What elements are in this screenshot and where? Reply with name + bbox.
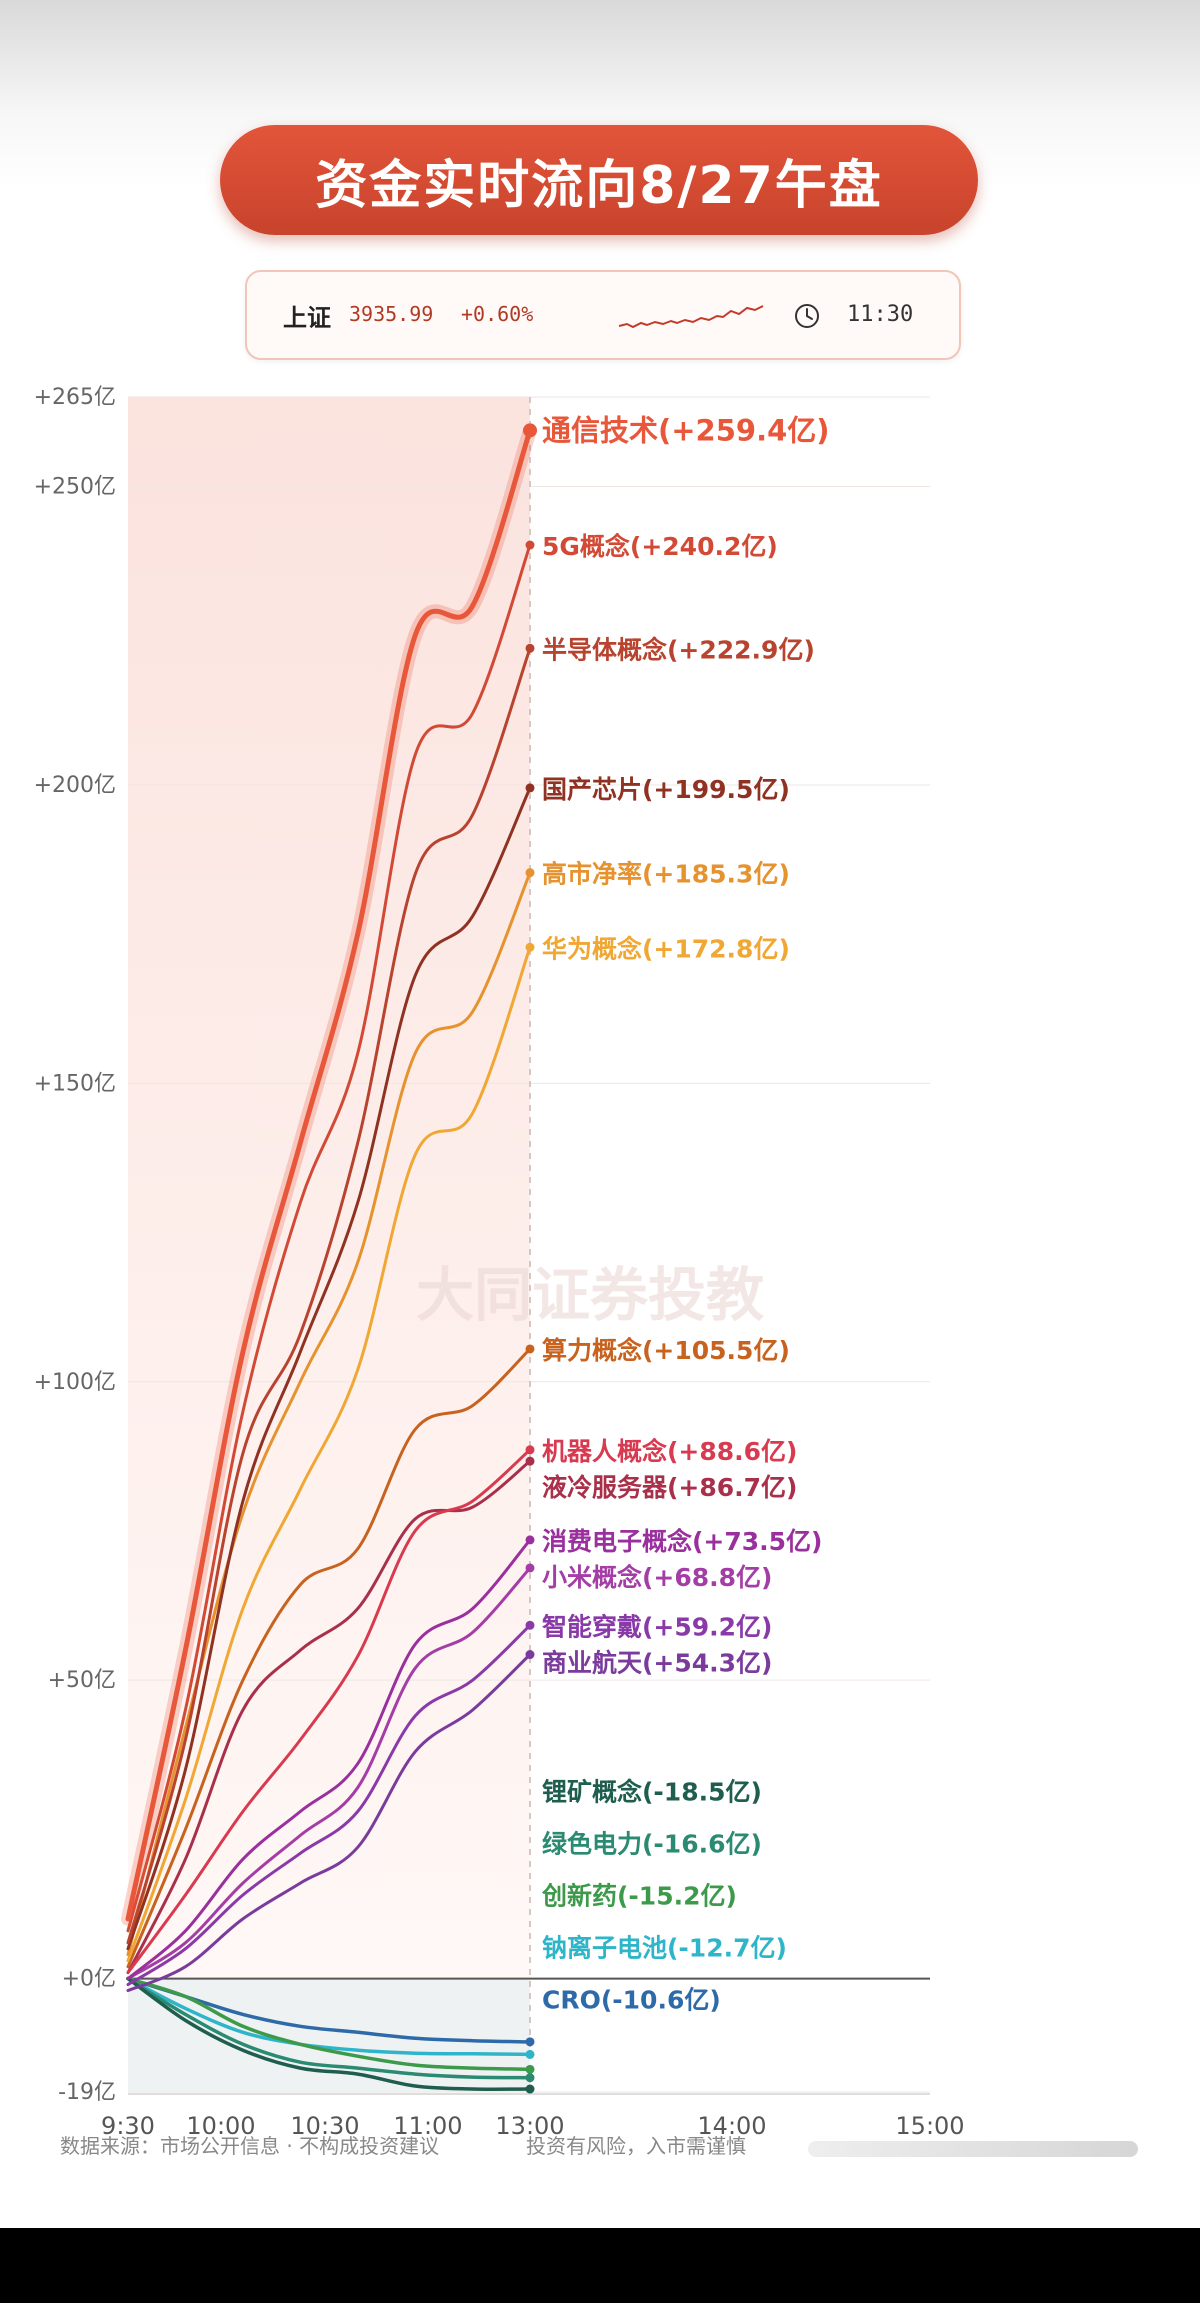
y-tick-label: +100亿	[34, 1370, 116, 1395]
series-label: 高市净率(+185.3亿)	[542, 860, 790, 889]
index-change: +0.60%	[461, 302, 534, 326]
series-label: 机器人概念(+88.6亿)	[542, 1437, 797, 1466]
positive-zone	[128, 397, 530, 1979]
series-endpoint	[525, 1344, 535, 1354]
y-tick-label: +150亿	[34, 1071, 116, 1096]
series-line-9	[126, 1459, 532, 1975]
series-line-5	[126, 871, 532, 1957]
series-label: 通信技术(+259.4亿)	[542, 413, 830, 447]
index-name: 上证	[283, 304, 331, 332]
series-label: 锂矿概念(-18.5亿)	[542, 1778, 762, 1807]
series-label: 国产芯片(+199.5亿)	[542, 775, 790, 804]
series-endpoint	[525, 643, 535, 653]
series-endpoint	[525, 2064, 535, 2074]
series-line-6	[126, 945, 532, 1963]
series-endpoint	[525, 1445, 535, 1455]
series-line-16	[126, 1976, 532, 2072]
series-endpoint	[525, 868, 535, 878]
y-tick-label: +250亿	[34, 475, 116, 500]
y-tick-label: +50亿	[48, 1668, 116, 1693]
series-line-3	[126, 646, 532, 1945]
series-label: 算力概念(+105.5亿)	[542, 1336, 790, 1365]
footer-risk: 投资有风险，入市需谨慎	[526, 2134, 746, 2158]
series-endpoint	[523, 423, 537, 438]
y-tick-label: +200亿	[34, 773, 116, 798]
series-line-4	[126, 786, 532, 1951]
x-tick-label: 13:00	[495, 2112, 564, 2140]
series-label: 智能穿戴(+59.2亿)	[542, 1612, 772, 1641]
series-endpoint	[525, 2084, 535, 2094]
series-label: 华为概念(+172.8亿)	[542, 934, 790, 963]
series-label: CRO(-10.6亿)	[542, 1986, 721, 2015]
footer-source: 数据来源：市场公开信息 · 不构成投资建议	[60, 2134, 440, 2158]
watermark-text: 大同证券投教	[416, 1261, 764, 1329]
series-endpoint	[525, 1563, 535, 1573]
series-label: 液冷服务器(+86.7亿)	[542, 1473, 797, 1502]
series-endpoint	[525, 1650, 535, 1660]
series-endpoint	[525, 1535, 535, 1545]
sparkline-icon	[618, 305, 764, 329]
series-line-14	[126, 1976, 532, 2091]
series-line-11	[126, 1566, 532, 1981]
index-time: 11:30	[847, 302, 914, 327]
series-line-2	[126, 543, 532, 1933]
clock-icon	[795, 304, 819, 328]
series-line-12	[126, 1623, 532, 1987]
x-tick-label: 14:00	[697, 2112, 766, 2140]
x-tick-label: 15:00	[895, 2112, 964, 2140]
series-endpoint	[525, 942, 535, 952]
series-line-17	[126, 1976, 532, 2057]
series-endpoint	[525, 2049, 535, 2059]
index-ticker-card: 上证 3935.99 +0.60% 11:30	[245, 270, 961, 360]
footer-decoration	[808, 2141, 1138, 2157]
series-label: 消费电子概念(+73.5亿)	[542, 1527, 822, 1556]
y-tick-label: -19亿	[58, 2080, 116, 2105]
series-endpoint	[525, 1456, 535, 1466]
fund-flow-chart: 大同证券投教 +265亿 +250亿 +200亿 +150亿 +100亿 +50亿 +0亿 -…	[34, 385, 965, 2140]
series-label: 商业航天(+54.3亿)	[542, 1648, 772, 1677]
page-title: 资金实时流向8/27午盘	[315, 155, 883, 216]
series-line-15	[126, 1976, 532, 2080]
series-endpoint	[525, 783, 535, 793]
series-line-8	[126, 1448, 532, 1975]
series-label: 钠离子电池(-12.7亿)	[542, 1934, 787, 1963]
series-label: 绿色电力(-16.6亿)	[542, 1830, 762, 1859]
series-endpoint	[525, 2073, 535, 2083]
series-label: 5G概念(+240.2亿)	[542, 532, 778, 561]
x-tick-label: 9:30	[101, 2112, 155, 2140]
series-label: 半导体概念(+222.9亿)	[542, 635, 815, 664]
series-label: 创新药(-15.2亿)	[541, 1882, 737, 1911]
series-endpoint	[525, 540, 535, 550]
series-line-1	[125, 427, 533, 1922]
series-line-13	[126, 1653, 532, 1993]
title-banner: 资金实时流向8/27午盘	[220, 125, 978, 235]
series-line-10	[126, 1538, 532, 1981]
series-endpoint	[525, 1620, 535, 1630]
series-line-7	[126, 1347, 532, 1969]
x-tick-label: 11:00	[393, 2112, 462, 2140]
y-tick-label: +0亿	[62, 1967, 116, 1992]
series-label: 小米概念(+68.8亿)	[542, 1563, 772, 1592]
index-value: 3935.99	[349, 302, 434, 326]
series-endpoint	[525, 2037, 535, 2047]
y-tick-label: +265亿	[34, 385, 116, 410]
x-tick-label: 10:30	[290, 2112, 359, 2140]
bottom-band	[0, 2228, 1200, 2303]
x-tick-label: 10:00	[186, 2112, 255, 2140]
